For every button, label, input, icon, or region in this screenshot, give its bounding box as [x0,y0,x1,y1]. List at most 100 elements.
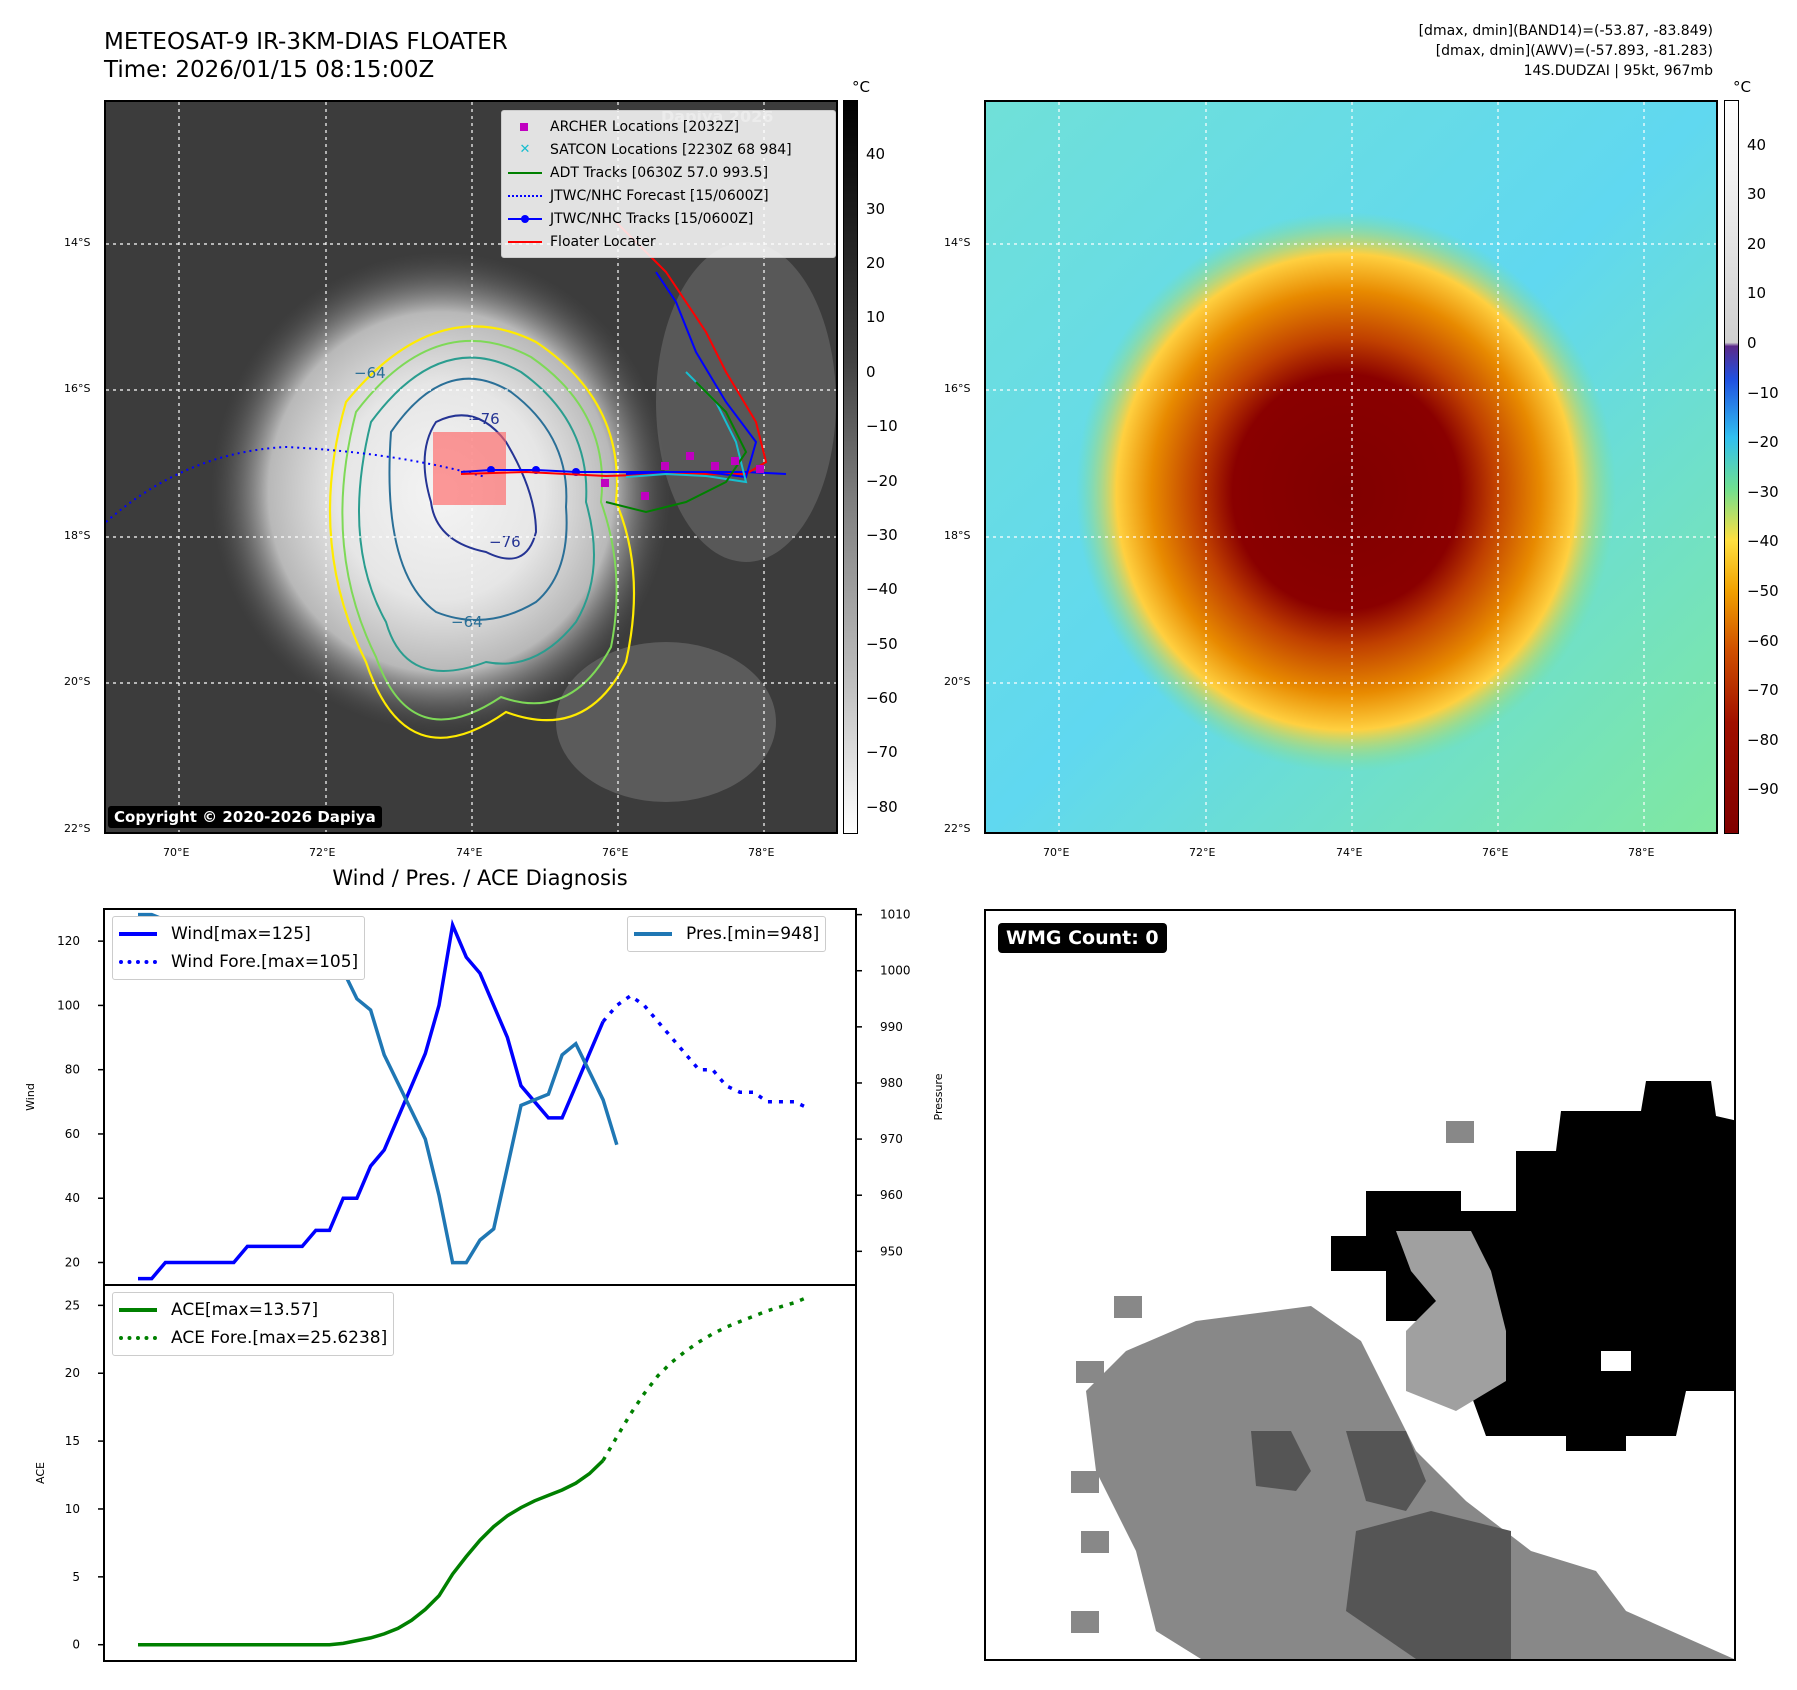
ace-ytick-label: 25 [65,1298,80,1312]
legend-item-jtwc-forecast: JTWC/NHC Forecast [15/0600Z] [508,184,829,207]
contour-label: −76 [489,533,521,551]
colorbar-tick: 30 [866,199,886,218]
contour-label: −76 [468,410,500,428]
wind-line [138,918,605,1281]
legend-item-wind: Wind[max=125] [119,920,358,948]
adt-track [605,381,748,514]
awv-range: [dmax, dmin](AWV)=(-57.893, -81.283) [1435,43,1713,59]
ace-forecast-line [601,1295,809,1462]
lat-tick: 18°S [944,529,971,542]
storm-info: 14S.DUDZAI | 95kt, 967mb [1523,63,1713,79]
lon-tick: 78°E [1628,846,1655,859]
pressure-ytick-label: 970 [880,1132,903,1146]
dotted-line-icon [119,1336,157,1340]
ace-line [138,1459,605,1647]
pressure-ytick-label: 990 [880,1020,903,1034]
pressure-ytick-label: 1000 [880,964,911,978]
lat-tick: 20°S [64,675,91,688]
colorbar-tick: 20 [1747,234,1767,253]
dotted-line-icon [119,960,157,964]
wind-ytick-label: 40 [65,1191,80,1205]
dotted-line-icon [508,189,542,203]
awv-map-canvas [986,102,1716,832]
colorbar-tick: −40 [1747,532,1779,551]
wind-ytick-label: 100 [57,998,80,1012]
wind-ytick-label: 120 [57,934,80,948]
ace-axes-frame [103,1284,857,1662]
colorbar-tick: −50 [866,634,898,653]
ir-satellite-map[interactable]: −64 −76 −76 −64 Dapiya 2026 Copyright © … [104,100,838,834]
lat-tick: 16°S [944,382,971,395]
colorbar-tick: −80 [1747,730,1779,749]
lat-tick: 22°S [64,822,91,835]
pressure-legend: Pres.[min=948] [627,916,827,952]
awv-storm-core [1076,212,1616,772]
contour-minus31 [328,325,636,739]
legend-item-archer: ARCHER Locations [2032Z] [508,115,829,138]
colorbar-tick: −30 [1747,482,1779,501]
wind-ytick-label: 80 [65,1063,80,1077]
contour-minus64 [358,356,595,672]
lat-tick: 20°S [944,675,971,688]
lat-tick: 22°S [944,822,971,835]
colorbar-tick: 20 [866,254,886,273]
awv-satellite-map[interactable] [984,100,1718,834]
lon-tick: 72°E [309,846,336,859]
legend-item-wind-forecast: Wind Fore.[max=105] [119,948,358,976]
ace-ytick-label: 5 [72,1570,80,1584]
pressure-ytick-label: 980 [880,1076,903,1090]
wmg-darkgray-region [1251,1431,1511,1659]
lat-tick: 14°S [64,236,91,249]
lat-tick: 18°S [64,529,91,542]
legend-item-jtwc-tracks: JTWC/NHC Tracks [15/0600Z] [508,207,829,230]
diagnosis-chart[interactable]: 20 40 60 80 100 120 950 960 970 980 990 1000 1010 0 5… [0,895,980,1670]
colorbar-tick: −10 [866,417,898,436]
colorbar-tick: 10 [1747,284,1767,303]
colorbar-tick: −20 [1747,433,1779,452]
product-title: METEOSAT-9 IR-3KM-DIAS FLOATER [104,29,508,55]
lat-tick: 14°S [944,236,971,249]
ir-colorbar [843,100,858,834]
legend-item-floater: Floater Locater [508,230,829,253]
colorbar-tick: −30 [866,525,898,544]
lon-tick: 74°E [456,846,483,859]
colorbar-tick: 40 [1747,135,1767,154]
wmg-panel[interactable]: WMG Count: 0 [984,909,1736,1661]
contour-label: −64 [451,613,483,631]
x-marker-icon: ✕ [519,141,531,157]
ace-ytick-label: 15 [65,1434,80,1448]
contour-label: −64 [354,364,386,382]
wind-ytick-label: 20 [65,1256,80,1270]
line-icon [119,1308,157,1312]
lon-tick: 78°E [748,846,775,859]
awv-colorbar [1724,100,1739,834]
line-icon [119,932,157,936]
square-marker-icon [508,120,542,134]
wind-ytick-label: 60 [65,1127,80,1141]
colorbar-tick: −60 [1747,631,1779,650]
lon-tick: 70°E [163,846,190,859]
archer-markers [601,452,764,500]
wmg-black-region [1331,1081,1734,1451]
pressure-axis-label: Pressure [932,1073,945,1120]
colorbar-tick: −60 [866,689,898,708]
line-dot-icon [508,212,542,226]
contour-teal [388,377,568,621]
ir-colorbar-unit: °C [852,78,870,96]
wmg-canvas [1071,1081,1734,1659]
lat-tick: 16°S [64,382,91,395]
awv-gridlines [986,102,1716,832]
jtwc-forecast-track [106,445,487,523]
colorbar-tick: 0 [866,362,876,381]
ace-ytick-label: 0 [72,1638,80,1652]
floater-locator-track [460,221,768,478]
line-icon [634,932,672,936]
colorbar-tick: −90 [1747,780,1779,799]
colorbar-tick: −70 [1747,681,1779,700]
pressure-ytick-label: 950 [880,1244,903,1258]
colorbar-tick: 10 [866,308,886,327]
line-icon [508,235,542,249]
awv-colorbar-unit: °C [1733,78,1751,96]
lon-tick: 74°E [1336,846,1363,859]
legend-item-satcon: ✕ SATCON Locations [2230Z 68 984] [508,138,829,161]
